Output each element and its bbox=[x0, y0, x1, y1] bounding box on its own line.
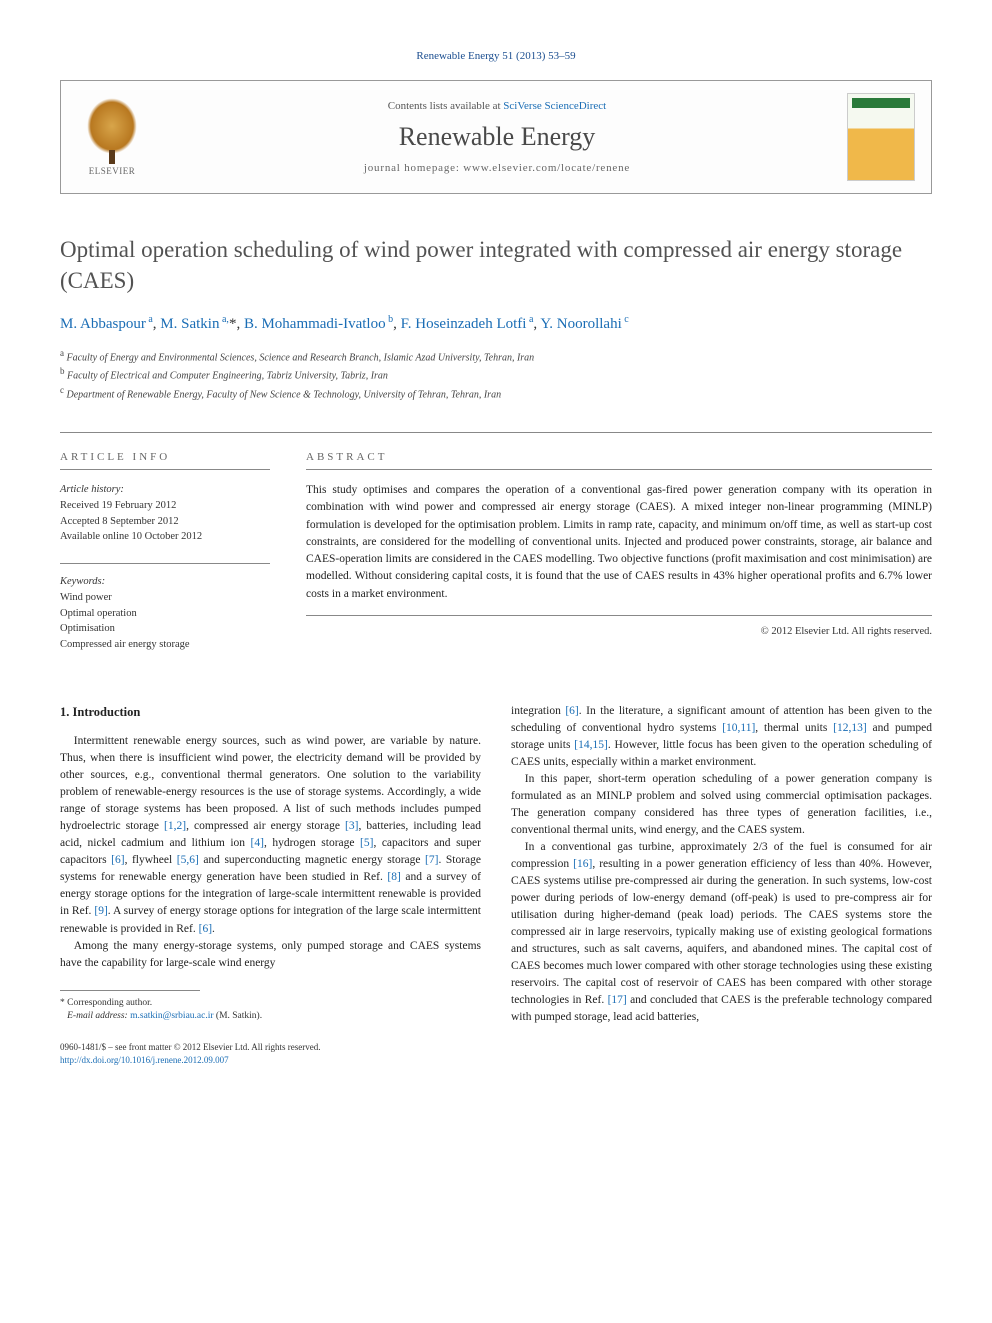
email-link[interactable]: m.satkin@srbiau.ac.ir bbox=[130, 1011, 213, 1021]
sciencedirect-link[interactable]: SciVerse ScienceDirect bbox=[503, 100, 606, 112]
elsevier-tree-icon bbox=[87, 98, 137, 154]
ref-link[interactable]: [5,6] bbox=[177, 854, 199, 866]
header-center: Contents lists available at SciVerse Sci… bbox=[147, 100, 847, 174]
author-link[interactable]: B. Mohammadi-Ivatloo bbox=[244, 316, 386, 332]
elsevier-logo: ELSEVIER bbox=[77, 97, 147, 177]
keywords-block: Keywords: Wind power Optimal operation O… bbox=[60, 563, 270, 653]
elsevier-label: ELSEVIER bbox=[89, 166, 136, 176]
ref-link[interactable]: [10,11] bbox=[722, 722, 755, 734]
author-link[interactable]: M. Satkin bbox=[160, 316, 219, 332]
affiliation-line: a Faculty of Energy and Environmental Sc… bbox=[60, 347, 932, 365]
ref-link[interactable]: [3] bbox=[345, 820, 358, 832]
abstract-text: This study optimises and compares the op… bbox=[306, 482, 932, 616]
ref-link[interactable]: [7] bbox=[425, 854, 438, 866]
body-column-left: 1. Introduction Intermittent renewable e… bbox=[60, 703, 481, 1067]
abstract-column: ABSTRACT This study optimises and compar… bbox=[306, 451, 932, 653]
body-paragraph: Among the many energy-storage systems, o… bbox=[60, 938, 481, 972]
affil-sup: c bbox=[622, 314, 629, 325]
affil-sup: b bbox=[386, 314, 394, 325]
author-link[interactable]: F. Hoseinzadeh Lotfi bbox=[401, 316, 527, 332]
contents-prefix: Contents lists available at bbox=[388, 100, 503, 112]
issn-line: 0960-1481/$ – see front matter © 2012 El… bbox=[60, 1042, 321, 1052]
affil-sup: a, bbox=[219, 314, 228, 325]
affiliation-line: b Faculty of Electrical and Computer Eng… bbox=[60, 365, 932, 383]
ref-link[interactable]: [17] bbox=[608, 994, 627, 1006]
online-date: Available online 10 October 2012 bbox=[60, 531, 202, 542]
body-paragraph: In a conventional gas turbine, approxima… bbox=[511, 839, 932, 1026]
journal-cover-thumbnail bbox=[847, 93, 915, 181]
keyword: Optimal operation bbox=[60, 608, 137, 619]
history-label: Article history: bbox=[60, 484, 124, 495]
journal-reference: Renewable Energy 51 (2013) 53–59 bbox=[60, 50, 932, 62]
article-title: Optimal operation scheduling of wind pow… bbox=[60, 234, 932, 296]
article-info-label: ARTICLE INFO bbox=[60, 451, 270, 470]
email-label: E-mail address: bbox=[67, 1011, 128, 1021]
journal-header-box: ELSEVIER Contents lists available at Sci… bbox=[60, 80, 932, 194]
keyword: Compressed air energy storage bbox=[60, 639, 190, 650]
ref-link[interactable]: [14,15] bbox=[574, 739, 608, 751]
ref-link[interactable]: [6] bbox=[111, 854, 124, 866]
keyword: Wind power bbox=[60, 592, 112, 603]
body-two-columns: 1. Introduction Intermittent renewable e… bbox=[60, 703, 932, 1067]
email-name: (M. Satkin). bbox=[216, 1011, 262, 1021]
authors-line: M. Abbaspour a, M. Satkin a,*, B. Mohamm… bbox=[60, 314, 932, 333]
abstract-copyright: © 2012 Elsevier Ltd. All rights reserved… bbox=[306, 626, 932, 637]
ref-link[interactable]: [4] bbox=[251, 837, 264, 849]
author-link[interactable]: Y. Noorollahi bbox=[540, 316, 621, 332]
corresponding-author-footnote: * Corresponding author. E-mail address: … bbox=[60, 997, 481, 1024]
contents-available-line: Contents lists available at SciVerse Sci… bbox=[147, 100, 847, 112]
article-info-column: ARTICLE INFO Article history: Received 1… bbox=[60, 451, 270, 653]
ref-link[interactable]: [12,13] bbox=[833, 722, 867, 734]
info-abstract-row: ARTICLE INFO Article history: Received 1… bbox=[60, 432, 932, 653]
ref-link[interactable]: [6] bbox=[565, 705, 578, 717]
ref-link[interactable]: [6] bbox=[199, 923, 212, 935]
received-date: Received 19 February 2012 bbox=[60, 500, 176, 511]
ref-link[interactable]: [1,2] bbox=[164, 820, 186, 832]
affil-sup: a bbox=[146, 314, 153, 325]
article-history-block: Article history: Received 19 February 20… bbox=[60, 482, 270, 545]
ref-link[interactable]: [5] bbox=[360, 837, 373, 849]
doi-link[interactable]: http://dx.doi.org/10.1016/j.renene.2012.… bbox=[60, 1055, 229, 1065]
page-container: Renewable Energy 51 (2013) 53–59 ELSEVIE… bbox=[0, 0, 992, 1116]
affiliation-line: c Department of Renewable Energy, Facult… bbox=[60, 384, 932, 402]
body-paragraph: Intermittent renewable energy sources, s… bbox=[60, 733, 481, 937]
journal-homepage-line: journal homepage: www.elsevier.com/locat… bbox=[147, 162, 847, 174]
keywords-label: Keywords: bbox=[60, 576, 105, 587]
body-paragraph: integration [6]. In the literature, a si… bbox=[511, 703, 932, 771]
author-link[interactable]: M. Abbaspour bbox=[60, 316, 146, 332]
footer-block: 0960-1481/$ – see front matter © 2012 El… bbox=[60, 1041, 481, 1066]
ref-link[interactable]: [16] bbox=[573, 858, 592, 870]
footnote-separator bbox=[60, 990, 200, 991]
keyword: Optimisation bbox=[60, 623, 115, 634]
homepage-url: www.elsevier.com/locate/renene bbox=[463, 162, 630, 174]
body-column-right: integration [6]. In the literature, a si… bbox=[511, 703, 932, 1067]
affiliations-block: a Faculty of Energy and Environmental Sc… bbox=[60, 347, 932, 402]
accepted-date: Accepted 8 September 2012 bbox=[60, 516, 179, 527]
affil-sup: a bbox=[526, 314, 533, 325]
corr-author-label: * Corresponding author. bbox=[60, 998, 152, 1008]
journal-title: Renewable Energy bbox=[147, 122, 847, 152]
ref-link[interactable]: [8] bbox=[387, 871, 400, 883]
body-paragraph: In this paper, short-term operation sche… bbox=[511, 771, 932, 839]
abstract-label: ABSTRACT bbox=[306, 451, 932, 470]
ref-link[interactable]: [9] bbox=[94, 905, 107, 917]
homepage-prefix: journal homepage: bbox=[364, 162, 463, 174]
section-heading-intro: 1. Introduction bbox=[60, 703, 481, 722]
